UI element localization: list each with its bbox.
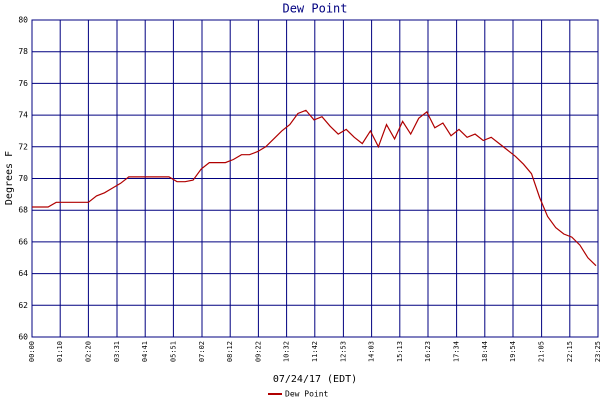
x-tick-label: 18:44 [481, 341, 489, 362]
x-tick-label: 17:34 [453, 341, 461, 362]
x-tick-label: 00:00 [28, 341, 36, 362]
x-tick-label: 16:23 [424, 341, 432, 362]
x-tick-label: 01:10 [56, 341, 64, 362]
x-tick-label: 03:31 [113, 341, 121, 362]
x-tick-label: 09:22 [254, 341, 262, 362]
x-tick-label: 19:54 [509, 341, 517, 362]
x-tick-label: 10:32 [283, 341, 291, 362]
y-tick-label: 78 [18, 47, 28, 56]
y-tick-label: 62 [18, 301, 28, 310]
x-tick-label: 12:53 [339, 341, 347, 362]
x-tick-label: 11:42 [311, 341, 319, 362]
y-axis-label: Degrees F [4, 151, 15, 205]
x-tick-label: 08:12 [226, 341, 234, 362]
y-tick-label: 70 [18, 174, 28, 183]
x-tick-label: 04:41 [141, 341, 149, 362]
x-tick-label: 21:05 [538, 341, 546, 362]
data-line [32, 109, 597, 267]
y-tick-label: 66 [18, 237, 28, 246]
x-tick-label: 23:25 [594, 341, 600, 362]
y-tick-label: 68 [18, 206, 28, 215]
x-tick-label: 07:02 [198, 341, 206, 362]
y-tick-label: 74 [18, 111, 28, 120]
y-tick-label: 76 [18, 79, 28, 88]
chart-title: Dew Point [282, 2, 347, 16]
x-tick-label: 22:15 [566, 341, 574, 362]
x-tick-label: 05:51 [169, 341, 177, 362]
legend-label: Dew Point [285, 390, 329, 399]
x-axis-label: 07/24/17 (EDT) [273, 374, 357, 385]
y-tick-label: 72 [18, 142, 28, 151]
x-tick-label: 14:03 [368, 341, 376, 362]
x-tick-label: 15:13 [396, 341, 404, 362]
y-tick-label: 80 [18, 16, 28, 25]
y-tick-label: 60 [18, 333, 28, 342]
y-tick-label: 64 [18, 269, 28, 278]
x-tick-label: 02:20 [84, 341, 92, 362]
